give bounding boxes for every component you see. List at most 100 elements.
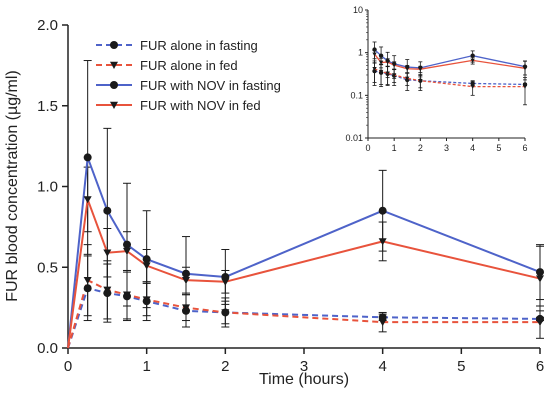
data-point xyxy=(103,286,112,294)
inset-series-points-4 xyxy=(372,52,528,72)
inset-x-tick-label: 2 xyxy=(418,143,423,153)
inset-x-tick-label: 4 xyxy=(470,143,475,153)
legend-symbol-1 xyxy=(96,41,132,49)
legend-marker xyxy=(110,41,118,49)
series-line-fur-with-nov-in-fasting xyxy=(67,157,541,349)
data-point xyxy=(83,276,92,285)
inset-data-point xyxy=(378,60,384,65)
legend-label-1: FUR alone in fasting xyxy=(140,38,258,53)
inset-y-tick-label: 10 xyxy=(353,5,363,15)
y-tick-label: 0.0 xyxy=(37,340,58,357)
inset-series-points-3 xyxy=(372,47,528,71)
legend-label-2: FUR alone in fed xyxy=(140,58,238,73)
inset-data-point xyxy=(372,68,377,74)
inset-data-point xyxy=(405,66,410,71)
data-point xyxy=(378,318,387,327)
inset-data-point xyxy=(378,69,384,74)
inset-y-tick-label: 0.1 xyxy=(350,90,363,100)
inset-data-point xyxy=(372,52,377,57)
x-tick-label: 4 xyxy=(378,358,386,375)
data-point xyxy=(142,296,151,304)
inset-data-point xyxy=(405,76,410,81)
inset-data-point xyxy=(391,73,397,78)
inset-data-point xyxy=(418,67,423,72)
x-tick-label: 0 xyxy=(64,358,72,375)
data-point xyxy=(83,196,92,204)
y-axis-title: FUR blood concentration (µg/ml) xyxy=(4,70,21,302)
data-point xyxy=(83,153,92,162)
legend-item-1: FUR alone in fasting xyxy=(96,38,258,53)
data-point xyxy=(123,240,131,249)
data-point xyxy=(83,284,92,293)
inset-data-point xyxy=(470,81,475,86)
inset-data-point xyxy=(418,78,423,83)
inset-data-point xyxy=(385,71,390,76)
legend-marker xyxy=(110,101,118,109)
legend-symbol-3 xyxy=(96,81,132,89)
x-axis-title: Time (hours) xyxy=(259,371,349,388)
data-point xyxy=(182,269,190,278)
inset-x-tick-label: 0 xyxy=(365,143,370,153)
data-point xyxy=(123,291,131,299)
series-points-fur-alone-in-fed xyxy=(83,276,544,327)
legend-marker xyxy=(110,81,118,89)
data-point xyxy=(536,318,544,327)
x-tick-label: 2 xyxy=(221,358,229,375)
inset-data-point xyxy=(372,66,377,71)
legend-item-3: FUR with NOV in fasting xyxy=(96,78,281,93)
legend-label-4: FUR with NOV in fed xyxy=(140,98,261,113)
legend-label-3: FUR with NOV in fasting xyxy=(140,78,281,93)
inset-x-tick-label: 6 xyxy=(522,143,527,153)
inset-data-point xyxy=(372,47,377,52)
series-points-fur-with-nov-in-fed xyxy=(83,196,544,286)
inset-data-point xyxy=(470,58,475,63)
legend: FUR alone in fasting FUR alone in fed FU… xyxy=(96,38,281,113)
data-point xyxy=(142,255,151,264)
inset-y-tick-label: 0.01 xyxy=(345,133,363,143)
legend-symbol-4 xyxy=(96,101,132,109)
data-point xyxy=(378,238,387,246)
legend-item-2: FUR alone in fed xyxy=(96,58,238,73)
y-tick-label: 1.5 xyxy=(37,98,58,115)
error-bars-fur-alone-in-fasting xyxy=(83,255,544,328)
inset-series-points-2 xyxy=(372,66,528,89)
x-tick-label: 6 xyxy=(536,358,544,375)
inset-series-line-1 xyxy=(374,70,526,86)
data-point xyxy=(142,262,151,270)
inset-data-point xyxy=(385,60,390,65)
legend-item-4: FUR with NOV in fed xyxy=(96,98,261,113)
inset-data-point xyxy=(470,84,475,89)
data-point xyxy=(103,206,112,215)
main-chart: 0 1 2 3 4 5 6 0.0 0.5 1.0 1.5 2.0 Time (hours) FUR … xyxy=(4,17,544,388)
x-tick-label: 3 xyxy=(300,358,308,375)
y-tick-label: 0.5 xyxy=(37,259,58,276)
inset-x-tick-label: 3 xyxy=(444,143,449,153)
data-point xyxy=(182,304,190,312)
inset-data-point xyxy=(391,63,397,68)
data-point xyxy=(123,247,131,256)
series-line-fur-with-nov-in-fed xyxy=(67,199,541,349)
inset-data-point xyxy=(522,84,528,89)
data-point xyxy=(103,249,112,257)
data-point xyxy=(221,278,230,286)
x-tick-label: 1 xyxy=(142,358,150,375)
data-point xyxy=(536,268,544,277)
inset-data-point xyxy=(470,53,475,58)
data-point xyxy=(378,206,387,215)
inset-data-point xyxy=(522,66,528,71)
data-point xyxy=(221,309,230,317)
y-tick-label: 2.0 xyxy=(37,17,58,34)
data-point xyxy=(536,275,544,283)
inset-data-point xyxy=(378,53,384,58)
inset-y-tick-label: 1 xyxy=(358,48,363,58)
data-point xyxy=(182,276,190,285)
inset-x-tick-label: 5 xyxy=(496,143,501,153)
x-tick-label: 5 xyxy=(457,358,465,375)
inset-x-tick-label: 1 xyxy=(392,143,397,153)
legend-symbol-2 xyxy=(96,61,132,69)
inset-chart: 0 1 2 3 4 5 6 0.01 0.1 1 10 xyxy=(345,5,527,153)
legend-marker xyxy=(110,61,118,69)
y-tick-label: 1.0 xyxy=(37,179,58,196)
inset-series-line-2 xyxy=(374,68,525,88)
